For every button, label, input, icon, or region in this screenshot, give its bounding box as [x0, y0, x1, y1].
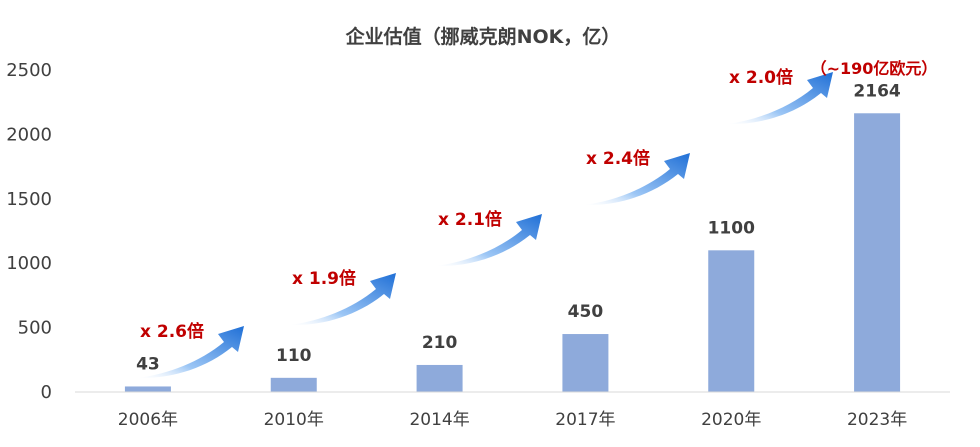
growth-arrow-5: x 2.0倍	[727, 67, 833, 125]
x-tick-label: 2006年	[118, 410, 178, 430]
y-axis: 0 500 1000 1500 2000 2500	[6, 60, 52, 403]
chart-title: 企业估值（挪威克朗NOK，亿）	[345, 25, 621, 48]
y-tick-label: 2500	[6, 60, 52, 81]
arrow-shape	[727, 72, 833, 125]
x-tick-label: 2010年	[264, 410, 324, 430]
growth-arrow-1: x 2.6倍	[138, 321, 244, 379]
y-tick-label: 1000	[6, 253, 52, 274]
y-tick-label: 0	[41, 382, 52, 403]
arrow-shape	[436, 214, 542, 267]
arrow-shape	[584, 153, 690, 206]
x-tick-label: 2020年	[701, 410, 761, 430]
y-tick-label: 2000	[6, 124, 52, 145]
data-label: 210	[422, 333, 458, 353]
arrow-shape	[290, 273, 396, 326]
data-label: 450	[568, 302, 604, 322]
bar-2023年	[854, 113, 901, 393]
x-tick-label: 2017年	[555, 410, 615, 430]
currency-note: （~190亿欧元）	[811, 59, 938, 78]
growth-arrow-4: x 2.4倍	[584, 148, 690, 206]
growth-multiplier: x 2.0倍	[729, 67, 793, 88]
data-labels: 43 110 210 450 1100 2164	[136, 81, 901, 374]
data-label: 2164	[853, 81, 900, 101]
bars	[124, 113, 901, 393]
y-tick-label: 1500	[6, 189, 52, 210]
growth-arrows: x 2.6倍 x 1.9倍 x 2.1倍 x 2.4倍 x 2.0倍	[138, 67, 833, 379]
y-tick-label: 500	[18, 318, 52, 339]
x-tick-label: 2023年	[847, 410, 907, 430]
bar-2006年	[124, 386, 171, 392]
arrow-shape	[138, 326, 244, 379]
x-axis: 2006年 2010年 2014年 2017年 2020年 2023年	[118, 410, 907, 430]
growth-arrow-3: x 2.1倍	[436, 209, 542, 267]
data-label: 43	[136, 354, 160, 374]
growth-multiplier: x 1.9倍	[292, 268, 356, 289]
bar-2010年	[270, 377, 317, 392]
bar-2020年	[708, 250, 755, 392]
bar-2014年	[416, 364, 463, 392]
x-tick-label: 2014年	[409, 410, 469, 430]
growth-multiplier: x 2.4倍	[586, 148, 650, 169]
data-label: 110	[276, 346, 312, 366]
bar-2017年	[562, 334, 609, 392]
data-label: 1100	[708, 218, 755, 238]
growth-multiplier: x 2.6倍	[140, 321, 204, 342]
growth-multiplier: x 2.1倍	[438, 209, 502, 230]
growth-arrow-2: x 1.9倍	[290, 268, 396, 326]
